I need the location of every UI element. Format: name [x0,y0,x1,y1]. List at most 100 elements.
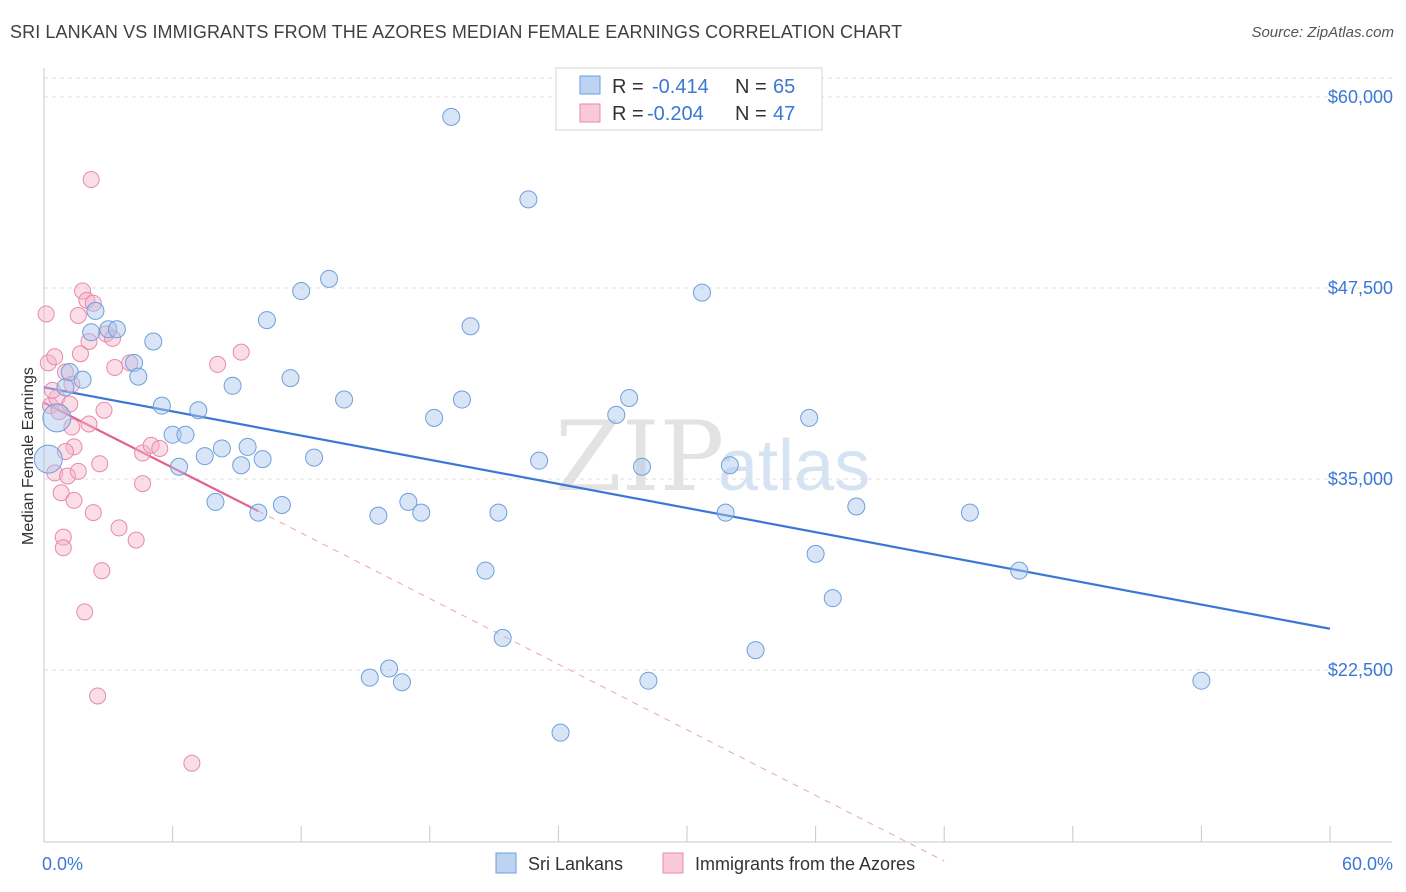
point-sri-lankans-34 [380,659,399,678]
point-azores-23 [80,415,98,433]
point-azores-37 [127,531,145,549]
point-sri-lankans-58 [823,589,842,608]
legend-top: R = -0.414 N = 65 R = -0.204 N = 47 [555,67,823,131]
legend-bottom: Sri Lankans Immigrants from the Azores [495,852,915,874]
point-sri-lankans-43 [489,503,508,522]
legend-n-value-2: 47 [773,103,795,125]
point-sri-lankans-52 [693,283,712,302]
point-azores-36 [121,354,139,372]
point-sri-lankans-8 [107,320,126,339]
point-sri-lankans-49 [620,389,639,408]
legend-bottom-swatch-pink [662,852,684,874]
y-tick-labels: $22,500 $35,000 $47,500 $60,000 [1328,87,1393,680]
point-sri-lankans-41 [461,317,480,336]
point-sri-lankans-22 [238,437,257,456]
point-sri-lankans-25 [257,311,276,330]
legend-r-label-1: R = [612,76,644,98]
legend-n-label-1: N = [735,76,767,98]
trend-lines [43,386,1331,862]
point-azores-21 [76,603,94,621]
point-sri-lankans-14 [170,457,189,476]
point-sri-lankans-27 [281,369,300,388]
point-azores-27 [82,171,100,189]
y-tick-label-3: $60,000 [1328,87,1393,107]
point-azores-34 [106,358,124,376]
point-azores-25 [84,294,102,312]
point-azores-16 [65,491,83,509]
point-sri-lankans-13 [163,425,182,444]
point-azores-30 [93,562,111,580]
point-sri-lankans-6 [82,323,101,342]
axes [43,68,1392,843]
x-tick-label-start: 0.0% [42,854,83,874]
point-azores-33 [104,329,122,347]
series-azores-points [37,171,250,772]
x-tick-labels: 0.0% 60.0% [42,854,1393,874]
point-sri-lankans-62 [1192,671,1211,690]
point-sri-lankans-47 [551,723,570,742]
watermark-zip: ZIP [555,401,724,513]
point-sri-lankans-16 [189,401,208,420]
legend-r-value-1: -0.414 [652,76,709,98]
point-azores-19 [71,345,89,363]
point-sri-lankans-60 [960,503,979,522]
point-sri-lankans-9 [125,353,144,372]
point-azores-26 [84,504,102,522]
point-sri-lankans-11 [144,332,163,351]
point-sri-lankans-0 [33,444,63,474]
chart-title: SRI LANKAN VS IMMIGRANTS FROM THE AZORES… [10,22,903,42]
point-azores-1 [39,354,57,372]
point-azores-7 [52,484,70,502]
point-sri-lankans-51 [639,671,658,690]
y-axis-label: Median Female Earnings [20,367,37,545]
point-sri-lankans-44 [493,628,512,647]
point-sri-lankans-32 [360,668,379,687]
legend-bottom-swatch-blue [495,852,517,874]
point-sri-lankans-24 [253,450,272,469]
point-azores-35 [110,519,128,537]
point-sri-lankans-33 [369,506,388,525]
point-azores-38 [134,475,152,493]
y-tick-label-2: $47,500 [1328,278,1393,298]
legend-n-value-1: 65 [773,76,795,98]
gridlines [44,77,1392,671]
point-azores-11 [59,467,77,485]
point-azores-29 [91,455,109,473]
point-azores-41 [151,439,169,457]
point-azores-28 [89,687,107,705]
point-sri-lankans-23 [249,503,268,522]
point-sri-lankans-57 [806,544,825,563]
point-sri-lankans-38 [425,408,444,427]
point-sri-lankans-35 [392,673,411,692]
point-sri-lankans-31 [335,390,354,409]
point-sri-lankans-4 [73,370,92,389]
point-azores-31 [95,401,113,419]
y-tick-label-1: $35,000 [1328,469,1393,489]
legend-r-value-2: -0.204 [647,103,704,125]
legend-swatch-blue [579,75,601,95]
trend-line-sri-lankans [43,386,1331,630]
point-azores-15 [65,438,83,456]
point-sri-lankans-5 [86,301,105,320]
point-sri-lankans-45 [519,190,538,209]
legend-n-label-2: N = [735,103,767,125]
point-sri-lankans-20 [223,376,242,395]
point-sri-lankans-50 [632,457,651,476]
watermark-atlas: atlas [718,426,870,506]
point-sri-lankans-10 [129,367,148,386]
trend-line-azores-extrapolated [258,510,945,862]
point-sri-lankans-36 [399,492,418,511]
point-sri-lankans-48 [607,405,626,424]
point-sri-lankans-26 [272,495,291,514]
point-sri-lankans-46 [530,451,549,470]
point-sri-lankans-55 [746,641,765,660]
point-sri-lankans-30 [320,269,339,288]
point-sri-lankans-56 [800,408,819,427]
legend-swatch-pink [579,103,601,123]
x-tick-label-end: 60.0% [1342,854,1393,874]
point-azores-18 [69,462,87,480]
point-azores-14 [63,418,81,436]
legend-bottom-label-sri-lankans: Sri Lankans [528,854,623,874]
point-azores-43 [209,355,227,373]
